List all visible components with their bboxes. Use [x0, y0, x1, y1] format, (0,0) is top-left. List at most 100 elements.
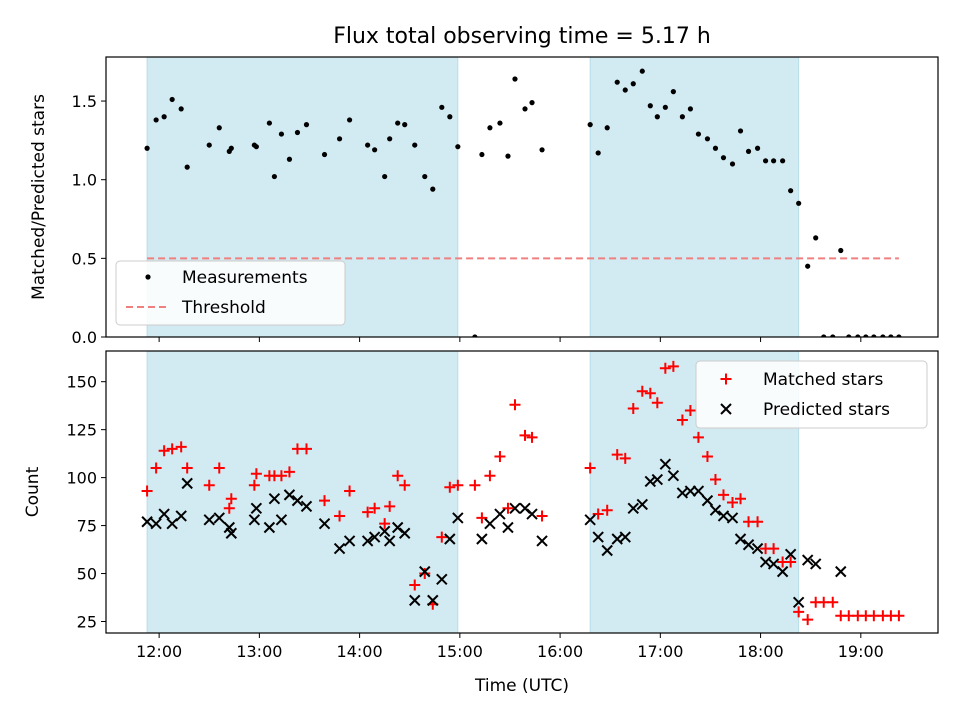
y-axis-label-bottom: Count: [23, 466, 43, 517]
predicted-star-point: [709, 504, 722, 516]
legend-entry-measurements: Measurements: [182, 268, 308, 288]
measurement-point: [871, 334, 877, 337]
measurement-point: [178, 106, 184, 112]
measurement-point: [321, 151, 328, 158]
predicted-star-point: [361, 535, 374, 547]
matched-star-point: [392, 470, 404, 482]
predicted-star-point: [667, 469, 680, 482]
measurement-point: [505, 153, 511, 159]
measurement-point: [472, 334, 478, 337]
measurement-point: [382, 173, 388, 180]
predicted-star-point: [776, 565, 789, 578]
predicted-star-point: [268, 493, 281, 505]
matched-star-point: [436, 531, 448, 543]
measurement-point: [161, 114, 167, 120]
x-tick-label: 12:00: [136, 642, 182, 661]
axes-frame-top: [105, 56, 939, 338]
predicted-star-point: [644, 475, 657, 488]
predicted-star-point: [444, 533, 456, 545]
predicted-star-point: [399, 527, 411, 539]
measurement-point: [336, 136, 343, 142]
matched-star-point: [509, 399, 521, 411]
measurement-point: [372, 147, 378, 153]
measurement-point: [780, 158, 786, 164]
measurement-point: [303, 122, 310, 128]
legend-frame-bottom: [695, 360, 928, 429]
predicted-star-point: [225, 527, 238, 539]
matched-star-point: [319, 495, 331, 507]
measurement-point: [720, 155, 727, 161]
x-tick-label: 19:00: [838, 642, 884, 661]
predicted-star-point: [484, 517, 496, 530]
matched-star-point: [283, 466, 295, 478]
predicted-star-point: [526, 508, 538, 520]
chart-title: Flux total observing time = 5.17 h: [333, 24, 711, 49]
measurement-point: [604, 125, 610, 131]
measurement-point: [712, 145, 719, 151]
shaded-interval-2-top: [589, 56, 800, 338]
predicted-star-point: [275, 514, 288, 526]
legend-frame-top: [115, 260, 346, 326]
matched-star-point: [469, 479, 481, 491]
axes-frame-bottom: [105, 350, 939, 634]
predicted-star-point: [203, 514, 215, 526]
measurement-point: [153, 117, 159, 123]
predicted-star-point: [627, 502, 639, 515]
predicted-star-point: [283, 489, 296, 501]
predicted-star-point: [509, 502, 521, 515]
y-tick-label-top: 0.5: [72, 249, 97, 268]
top-panel-ratio: 0.0 0.5 1.0 1.5 Matched/Predicted stars Measu…: [29, 56, 939, 347]
shaded-interval-1-bottom: [146, 350, 459, 634]
measurement-point: [762, 158, 769, 164]
predicted-star-point: [343, 535, 356, 547]
measurement-point: [169, 96, 175, 103]
matched-star-point: [584, 462, 596, 474]
bottom-panel-counts: 25 50 75 100 125 150 12:00 13:00 14:00 15:00 16:00…: [23, 350, 939, 661]
measurement-point: [487, 125, 493, 131]
predicted-star-point: [601, 544, 613, 557]
predicted-star-point: [476, 533, 488, 545]
measurement-point: [184, 164, 190, 170]
matched-star-point: [203, 479, 215, 491]
predicted-star-point: [378, 525, 391, 538]
matched-star-point: [676, 414, 688, 426]
matched-star-point: [223, 502, 235, 514]
y-tick-label-bottom: 75: [77, 517, 97, 536]
predicted-star-point: [436, 573, 448, 585]
predicted-star-point: [409, 594, 421, 607]
measurement-point: [622, 87, 628, 93]
measurement-point: [821, 334, 827, 337]
x-tick-label: 15:00: [437, 642, 483, 661]
matched-star-point: [709, 474, 721, 486]
predicted-star-point: [701, 494, 714, 507]
measurement-point: [387, 136, 393, 142]
predicted-star-point: [263, 521, 276, 534]
measurement-point: [880, 334, 886, 337]
measurement-point: [670, 89, 676, 95]
measurement-point: [662, 104, 668, 110]
matched-star-point: [619, 452, 631, 464]
predicted-star-point: [502, 521, 514, 534]
matched-star-point: [785, 556, 797, 568]
measurement-point: [796, 200, 802, 206]
y-tick-label-top: 1.0: [72, 171, 97, 190]
legend-entry-threshold: Threshold: [181, 298, 266, 318]
predicted-star-point: [835, 565, 847, 578]
predicted-star-point: [158, 508, 170, 520]
y-tick-label-bottom: 150: [66, 373, 97, 392]
y-tick-label-top: 0.0: [72, 328, 97, 347]
legend-top: Measurements Threshold: [115, 260, 346, 326]
measurement-point: [896, 334, 902, 337]
measurement-point: [729, 161, 736, 167]
measurement-point: [838, 247, 844, 254]
measurement-point: [395, 120, 401, 126]
matched-star-point: [409, 579, 421, 591]
y-tick-label-bottom: 50: [77, 565, 97, 584]
predicted-star-point: [536, 535, 548, 547]
predicted-star-point: [726, 512, 739, 524]
matched-star-point: [592, 508, 604, 520]
legend-entry-predicted: Predicted stars: [763, 400, 890, 420]
y-tick-label-top: 1.5: [72, 92, 97, 111]
predicted-star-point: [250, 502, 263, 515]
measurement-point: [687, 106, 694, 112]
